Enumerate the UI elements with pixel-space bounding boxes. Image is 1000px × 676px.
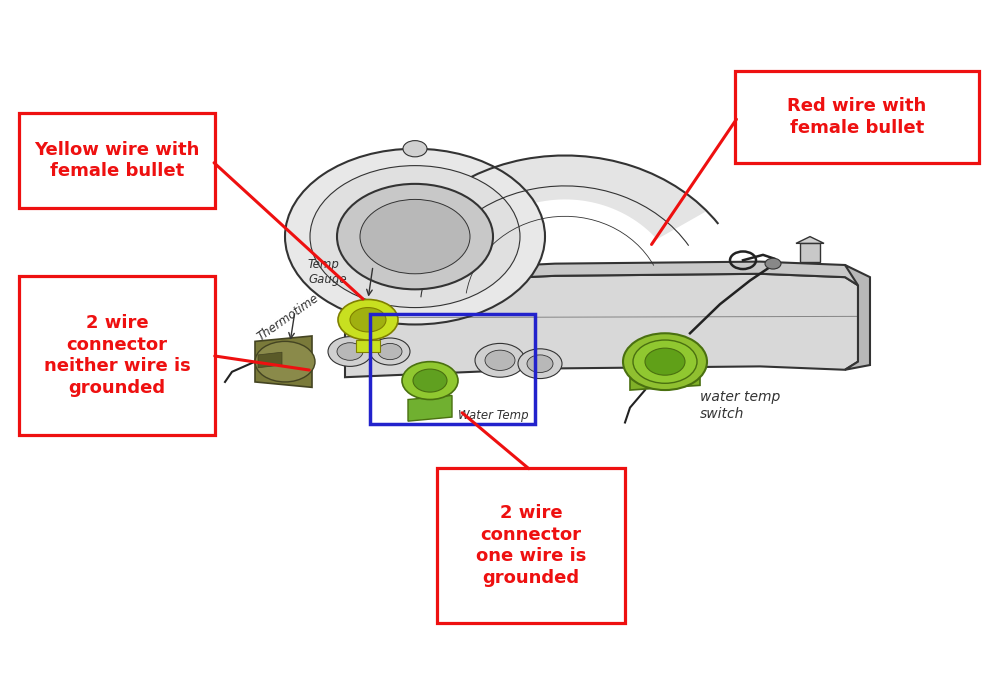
Circle shape [765,258,781,269]
Circle shape [310,166,520,308]
Circle shape [623,333,707,390]
Polygon shape [345,262,858,285]
FancyBboxPatch shape [437,468,625,623]
Text: Thermotime: Thermotime [255,292,322,343]
Bar [370,314,535,424]
Text: Water Temp: Water Temp [458,409,529,422]
Circle shape [413,369,447,392]
Circle shape [337,184,493,289]
Polygon shape [255,336,312,387]
Circle shape [402,362,458,400]
Circle shape [328,337,372,366]
Circle shape [378,343,402,360]
Circle shape [518,349,562,379]
Text: 2 wire
connector
one wire is
grounded: 2 wire connector one wire is grounded [476,504,586,587]
Circle shape [485,350,515,370]
FancyBboxPatch shape [19,276,215,435]
Text: Red wire with
female bullet: Red wire with female bullet [787,97,927,137]
Polygon shape [345,201,420,274]
Circle shape [527,355,553,372]
Circle shape [338,299,398,340]
Circle shape [645,348,685,375]
Polygon shape [845,265,870,370]
Polygon shape [258,352,282,368]
Circle shape [403,141,427,157]
Polygon shape [408,395,452,421]
Circle shape [370,338,410,365]
Circle shape [633,340,697,383]
Polygon shape [796,237,824,243]
Polygon shape [356,340,380,352]
Polygon shape [800,243,820,262]
Circle shape [475,343,525,377]
Polygon shape [345,274,858,377]
Text: water temp
switch: water temp switch [700,391,780,420]
Circle shape [285,149,545,324]
Circle shape [337,343,363,360]
FancyBboxPatch shape [735,71,979,163]
FancyBboxPatch shape [19,113,215,208]
Polygon shape [630,363,700,390]
Text: Temp
Gauge: Temp Gauge [308,258,347,286]
Text: 2 wire
connector
neither wire is
grounded: 2 wire connector neither wire is grounde… [44,314,190,397]
Circle shape [255,341,315,382]
Circle shape [350,308,386,332]
Text: Yellow wire with
female bullet: Yellow wire with female bullet [34,141,200,180]
Polygon shape [383,155,707,291]
Circle shape [360,199,470,274]
